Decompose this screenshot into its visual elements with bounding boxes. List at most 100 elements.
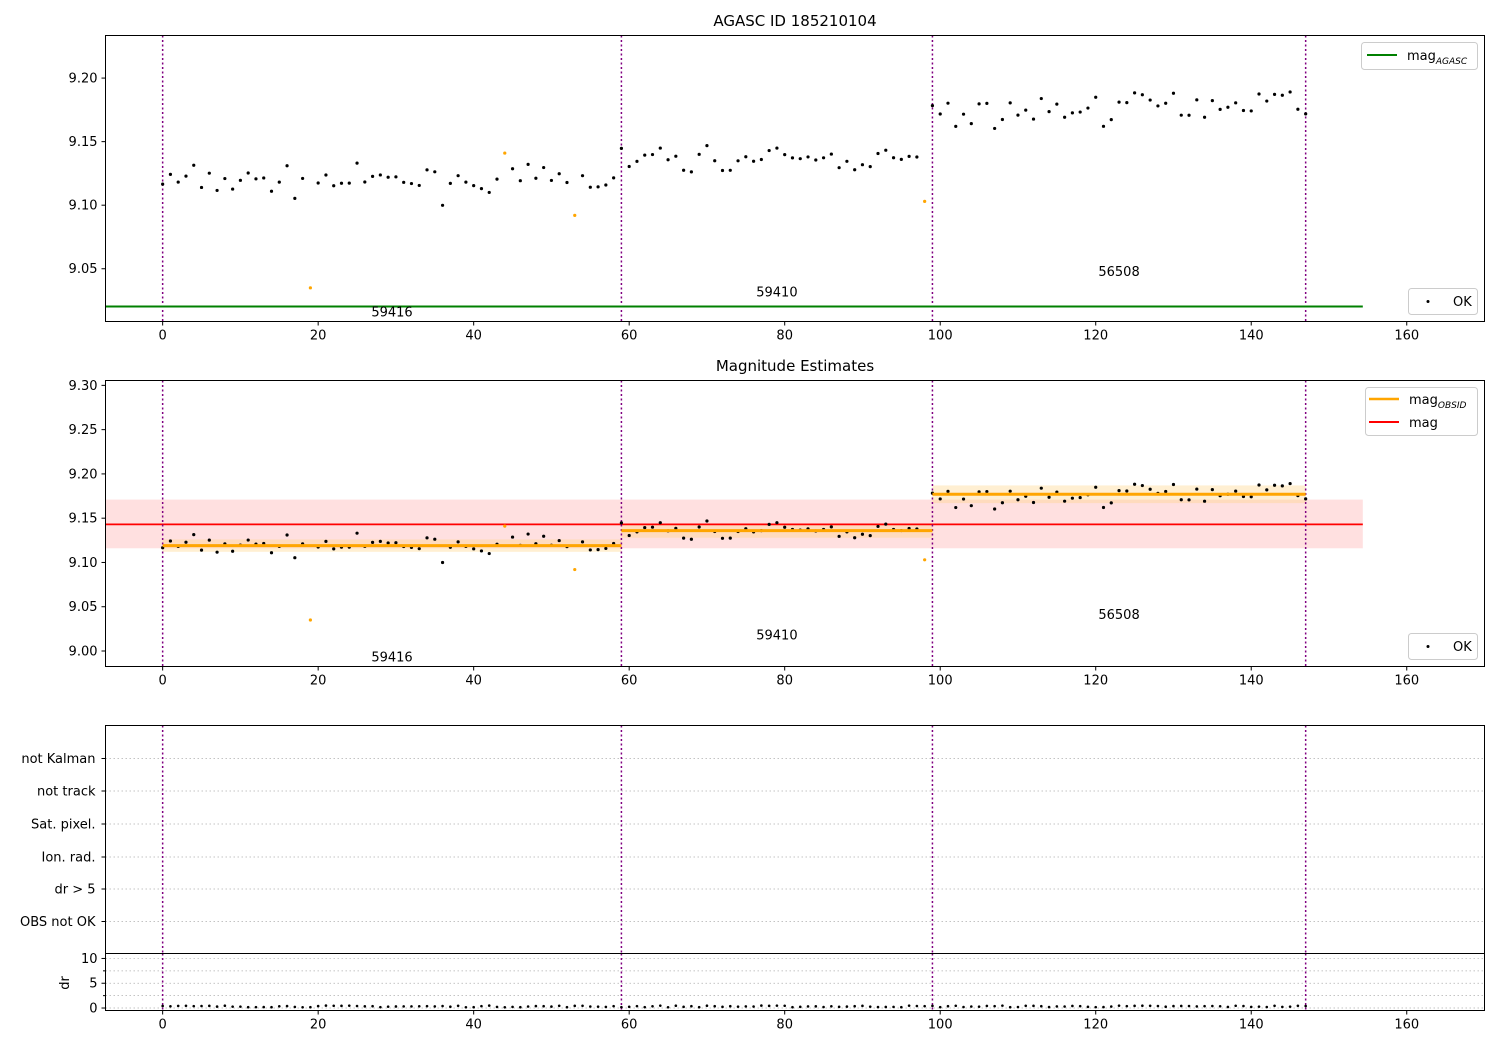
dr-point	[993, 1004, 996, 1008]
dr-point	[1195, 1005, 1199, 1008]
ok-point	[1280, 484, 1284, 488]
ok-point	[954, 505, 958, 510]
x-tick-label: 120	[1083, 1018, 1108, 1033]
ok-point	[969, 122, 973, 126]
agasc-x-ticks: 0 20 40 60 80 100 120 140 160	[159, 321, 1419, 344]
dr-point	[1156, 1004, 1160, 1008]
ok-point	[697, 525, 701, 529]
ok-point	[1101, 124, 1106, 128]
magnitude-legend: magOBSID mag	[1365, 387, 1478, 436]
ok-point	[643, 153, 647, 157]
dr-point	[1164, 1005, 1168, 1009]
ok-point	[355, 161, 359, 165]
dr-point	[604, 1005, 608, 1009]
ok-point	[293, 196, 297, 200]
ok-point	[588, 548, 592, 552]
ok-point	[635, 159, 639, 163]
dr-point	[1249, 1005, 1253, 1009]
ok-point	[215, 188, 219, 193]
agasc-ok-legend: OK	[1408, 288, 1478, 315]
ok-point	[619, 521, 624, 525]
ok-point	[1187, 113, 1191, 117]
dr-panel: 0 20 40 60 80 100 120 140 160 0 5 10 dr	[58, 952, 1485, 1033]
dr-point	[1288, 1005, 1292, 1008]
dr-point	[239, 1005, 242, 1008]
dr-point	[814, 1005, 818, 1008]
ok-point	[853, 536, 857, 540]
dr-point	[760, 1004, 763, 1007]
magnitude-x-ticks: 0 20 40 60 80 100 120 140 160	[159, 666, 1419, 689]
ok-point	[479, 187, 484, 191]
x-tick-label: 140	[1239, 1018, 1264, 1033]
dr-point	[635, 1004, 639, 1008]
flags-axes-frame	[105, 725, 1485, 954]
x-tick-label: 60	[621, 1018, 638, 1033]
ok-point	[347, 181, 351, 185]
ok-point	[658, 146, 662, 150]
ok-point	[1257, 92, 1261, 96]
dr-point	[1055, 1005, 1059, 1008]
dr-point	[565, 1005, 569, 1009]
y-tick-label: 9.25	[69, 423, 98, 438]
ok-point	[1164, 489, 1168, 494]
y-tick-label: 9.00	[69, 645, 98, 660]
ok-point	[394, 175, 398, 179]
dr-point	[262, 1005, 266, 1009]
dr-point	[690, 1004, 693, 1008]
ok-point	[961, 112, 966, 116]
ok-point	[394, 541, 398, 545]
ok-point	[456, 540, 460, 544]
ok-point	[907, 154, 911, 158]
dr-point	[1211, 1004, 1214, 1008]
ok-point	[324, 539, 328, 544]
obsid-label: 59416	[371, 651, 412, 666]
x-tick-label: 160	[1394, 1018, 1419, 1033]
ok-point	[860, 163, 865, 167]
dr-point	[1008, 1005, 1012, 1009]
obsid-label: 56508	[1098, 608, 1139, 623]
ok-point	[417, 183, 421, 188]
ok-point	[969, 504, 973, 508]
x-tick-label: 120	[1083, 329, 1108, 344]
ok-point	[1288, 481, 1292, 486]
dr-point	[371, 1004, 374, 1008]
dr-point	[736, 1005, 740, 1008]
agasc-ok-legend-label: OK	[1453, 295, 1472, 310]
ok-point	[1132, 482, 1137, 486]
dr-point	[1281, 1005, 1284, 1009]
ok-point	[1016, 113, 1020, 117]
ok-point	[946, 101, 950, 105]
dr-point	[386, 1005, 390, 1008]
ok-point	[985, 101, 989, 106]
dr-point	[946, 1004, 950, 1008]
y-tick-label: 9.10	[69, 556, 98, 571]
ok-point	[277, 180, 281, 184]
ok-point	[1210, 98, 1214, 103]
dr-point	[845, 1005, 849, 1008]
x-tick-label: 140	[1239, 674, 1264, 689]
ok-point	[472, 547, 476, 551]
x-tick-label: 80	[776, 1018, 793, 1033]
dr-point	[355, 1004, 359, 1008]
y-tick-label: 9.30	[69, 379, 98, 394]
dr-point	[246, 1005, 250, 1009]
ok-point	[1171, 482, 1176, 487]
magnitude-axes-frame	[105, 380, 1485, 667]
dr-point	[402, 1005, 405, 1008]
dr-point	[511, 1005, 514, 1009]
y-tick-label: 9.05	[69, 262, 98, 277]
ok-point	[876, 151, 880, 156]
x-tick-label: 40	[465, 1018, 482, 1033]
dr-point	[767, 1004, 771, 1008]
dr-point	[208, 1004, 211, 1008]
dr-point	[876, 1005, 880, 1009]
flags-category-labels: not Kalman not track Sat. pixel. Ion. rad. d…	[20, 752, 106, 930]
ok-point	[829, 525, 833, 529]
dr-point	[441, 1004, 444, 1008]
ok-point	[1047, 110, 1051, 114]
svg-text:magOBSID: magOBSID	[1409, 393, 1467, 411]
ok-point	[526, 532, 530, 536]
ok-point	[448, 181, 452, 185]
y-tick-label: 9.15	[69, 512, 98, 527]
